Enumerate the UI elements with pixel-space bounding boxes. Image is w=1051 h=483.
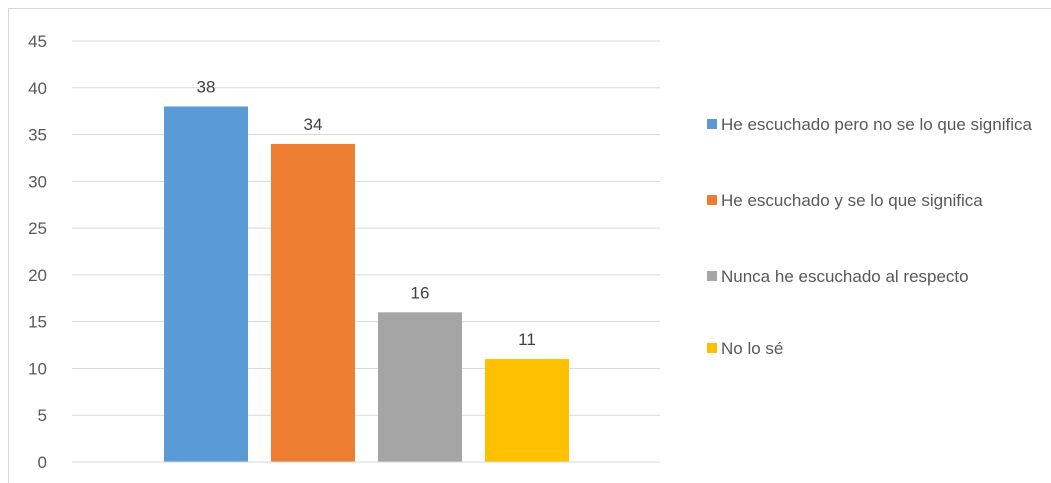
legend-item: He escuchado y se lo que significa	[707, 186, 1047, 262]
legend-label: Nunca he escuchado al respecto	[721, 267, 969, 286]
legend-label: He escuchado y se lo que significa	[721, 191, 983, 210]
legend-item: No lo sé	[707, 334, 1047, 364]
y-tick-label: 20	[28, 266, 47, 285]
y-tick-label: 40	[28, 79, 47, 98]
data-label: 34	[304, 115, 323, 134]
legend-swatch-yellow	[707, 343, 717, 353]
bar	[271, 143, 355, 462]
chart-frame	[8, 8, 1051, 483]
y-tick-label: 30	[28, 172, 47, 191]
legend-swatch-blue	[707, 119, 717, 129]
y-axis-ticks: 0 5 10 15 20 25 30 35 40 45	[28, 32, 47, 472]
y-tick-label: 0	[38, 453, 47, 472]
y-tick-label: 10	[28, 359, 47, 378]
bar	[485, 359, 569, 462]
legend-label: He escuchado pero no se lo que significa	[721, 115, 1032, 134]
bars	[164, 106, 569, 462]
legend-swatch-orange	[707, 195, 717, 205]
y-tick-label: 25	[28, 219, 47, 238]
bar	[164, 106, 248, 462]
gridlines	[72, 40, 660, 416]
legend-item: Nunca he escuchado al respecto	[707, 262, 1047, 334]
y-tick-label: 45	[28, 32, 47, 51]
y-tick-label: 5	[38, 406, 47, 425]
bar	[378, 312, 462, 462]
y-tick-label: 15	[28, 313, 47, 332]
data-label: 16	[411, 283, 430, 302]
legend-item: He escuchado pero no se lo que significa	[707, 110, 1047, 186]
data-label: 11	[518, 330, 536, 349]
legend-label: No lo sé	[721, 339, 784, 358]
legend-swatch-gray	[707, 271, 717, 281]
data-labels: 38 34 16 11	[197, 77, 536, 349]
legend: He escuchado pero no se lo que significa…	[707, 110, 1047, 364]
data-label: 38	[197, 77, 216, 96]
y-tick-label: 35	[28, 126, 47, 145]
